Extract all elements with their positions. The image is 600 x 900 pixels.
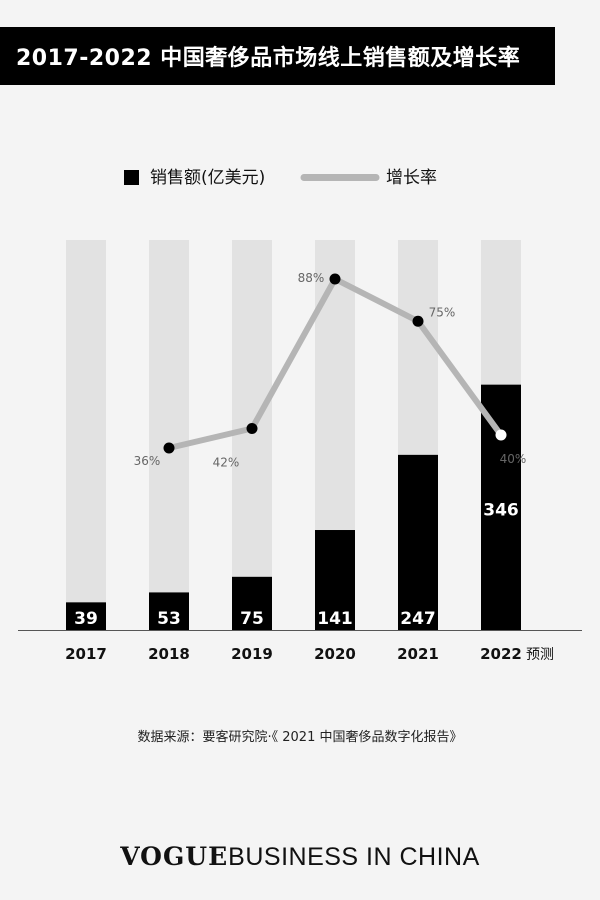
legend-bar-swatch [124, 170, 139, 185]
brand-vogue: VOGUE [120, 842, 229, 871]
bar-track [232, 240, 272, 630]
bar-value-label: 53 [157, 609, 181, 629]
brand-logo: VOGUEBUSINESS IN CHINA [0, 842, 600, 872]
legend-bar-label: 销售额(亿美元) [150, 168, 265, 188]
bar-value-label: 141 [317, 609, 353, 629]
legend-line-label: 增长率 [386, 168, 437, 188]
bar [66, 602, 106, 630]
growth-value-label: 75% [429, 305, 456, 319]
bar [398, 454, 438, 630]
title-bar: 2017-2022 中国奢侈品市场线上销售额及增长率 [0, 27, 555, 85]
bar-value-label: 39 [74, 609, 98, 629]
x-tick-label: 2021 [397, 645, 439, 663]
bar [149, 592, 189, 630]
x-tick-label: 2017 [65, 645, 107, 663]
growth-point [163, 442, 175, 454]
bar-track [149, 240, 189, 630]
forecast-label: 预测 [526, 647, 554, 663]
bar-value-label: 247 [400, 609, 436, 629]
growth-value-label: 42% [213, 456, 240, 470]
bar [481, 384, 521, 630]
x-tick-label: 2022 [480, 645, 522, 663]
x-tick-label: 2020 [314, 645, 356, 663]
brand-business-in-china: BUSINESS IN CHINA [228, 843, 480, 871]
chart: 销售额(亿美元) 增长率 39 53 75 141 247 346 36% 42% 88% 75% 40… [18, 168, 582, 663]
growth-value-label: 88% [298, 271, 325, 285]
growth-point [329, 273, 341, 285]
bar-value-label: 75 [240, 609, 264, 629]
growth-value-label: 36% [134, 454, 161, 468]
source-note: 数据来源：要客研究院·《 2021 中国奢侈品数字化报告》 [137, 730, 463, 745]
growth-point [495, 429, 507, 441]
bar-track [66, 240, 106, 630]
growth-point [412, 315, 424, 327]
growth-value-label: 40% [500, 452, 527, 466]
bar-value-label: 346 [483, 501, 519, 521]
growth-point [246, 423, 258, 434]
bar [232, 576, 272, 630]
x-tick-label: 2019 [231, 645, 273, 663]
x-tick-label: 2018 [148, 645, 190, 663]
bar [315, 530, 355, 630]
chart-title: 2017-2022 中国奢侈品市场线上销售额及增长率 [16, 46, 521, 71]
